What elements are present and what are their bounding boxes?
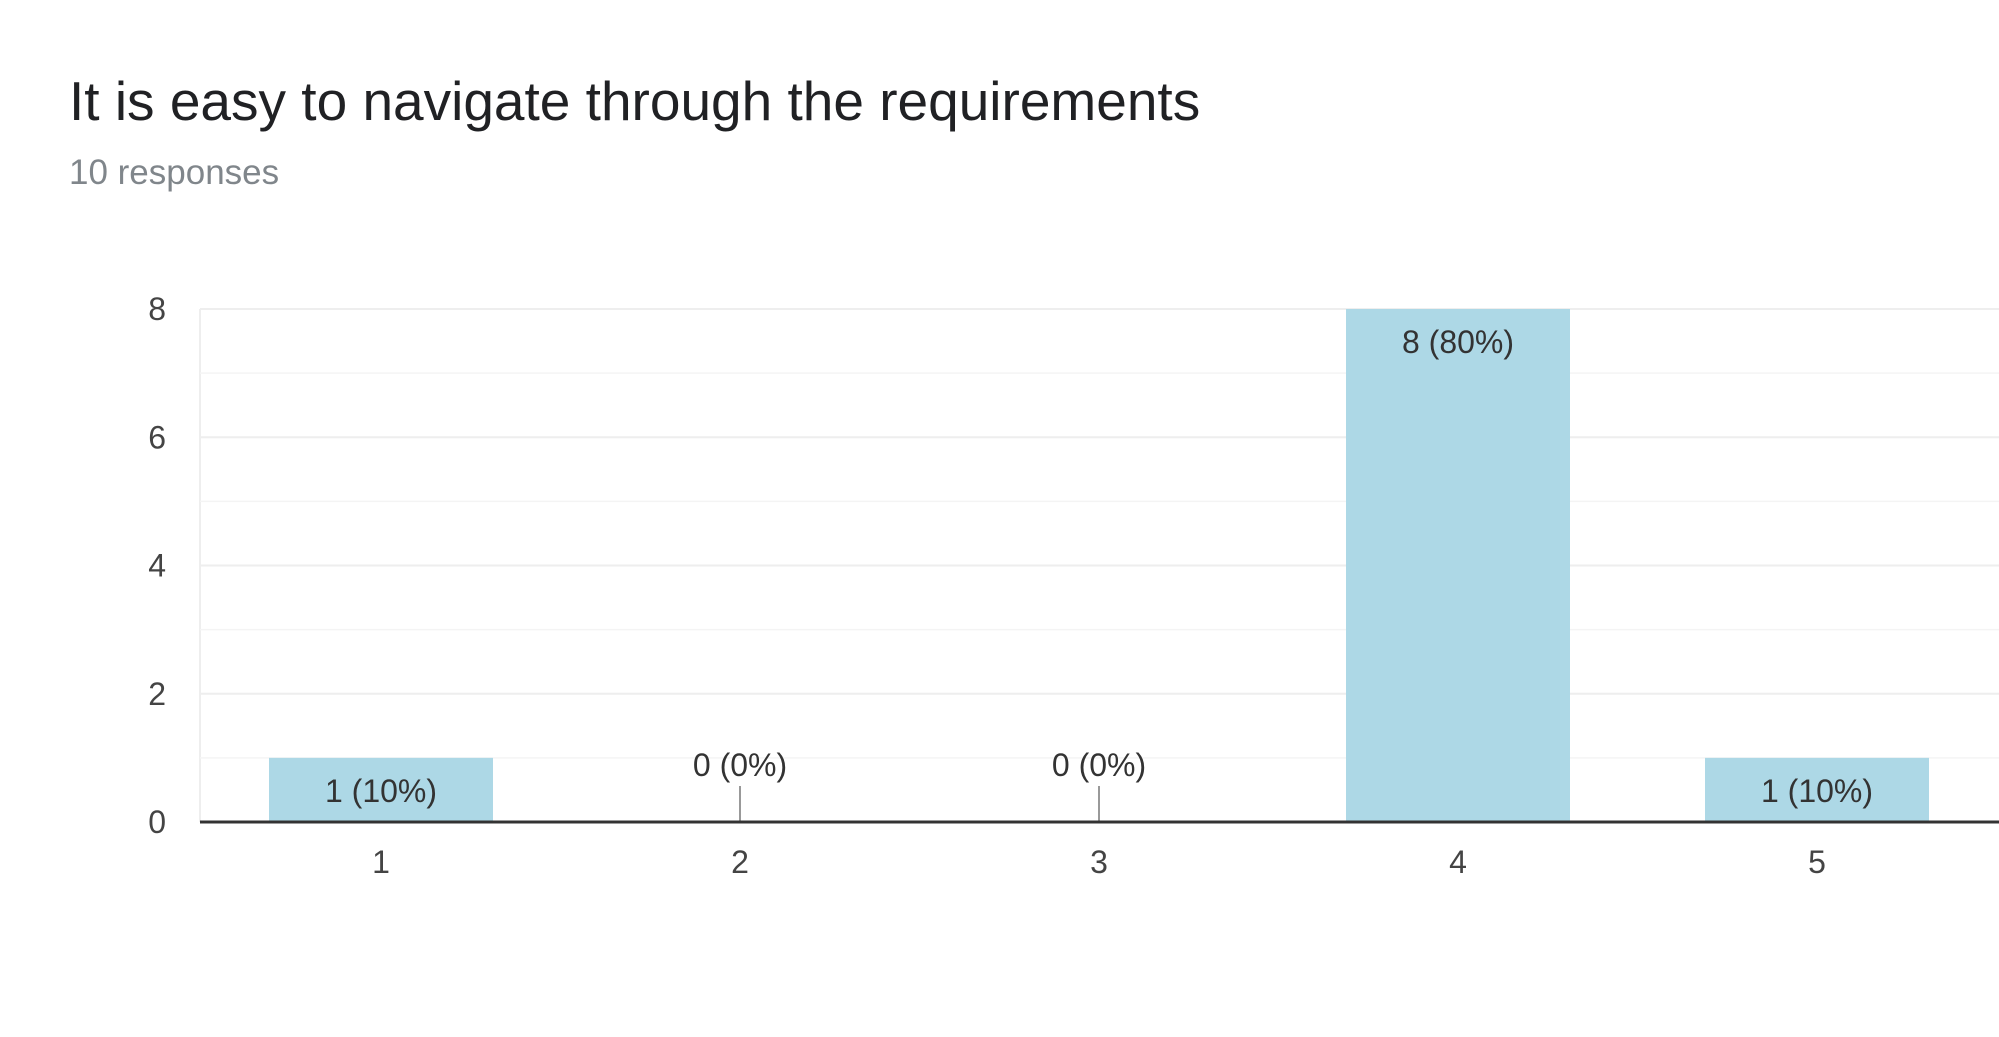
data-label-5: 1 (10%) <box>1761 773 1873 809</box>
bar-4 <box>1346 309 1570 822</box>
y-tick-label: 6 <box>148 419 166 455</box>
data-label-1: 1 (10%) <box>325 773 437 809</box>
data-label-2: 0 (0%) <box>693 747 787 783</box>
x-tick-label-5: 5 <box>1808 844 1826 880</box>
y-tick-label: 0 <box>148 804 166 840</box>
y-axis-tick-labels: 0 2 4 6 8 <box>148 291 166 840</box>
bars <box>269 309 1929 822</box>
y-tick-label: 2 <box>148 676 166 712</box>
bar-1 <box>269 757 493 822</box>
response-count: 10 responses <box>69 153 280 192</box>
x-tick-label-4: 4 <box>1449 844 1467 880</box>
data-label-3: 0 (0%) <box>1052 747 1146 783</box>
data-labels: 1 (10%) 0 (0%) 0 (0%) 8 (80%) 1 (10%) <box>325 324 1873 809</box>
bar-5 <box>1705 757 1929 822</box>
y-tick-label: 4 <box>148 548 166 584</box>
x-tick-label-2: 2 <box>731 844 749 880</box>
x-axis-tick-labels: 1 2 3 4 5 <box>372 844 1826 880</box>
x-tick-label-1: 1 <box>372 844 390 880</box>
data-label-4: 8 (80%) <box>1402 324 1514 360</box>
y-tick-label: 8 <box>148 291 166 327</box>
x-tick-label-3: 3 <box>1090 844 1108 880</box>
chart-title: It is easy to navigate through the requi… <box>69 70 1201 132</box>
grid-lines <box>199 308 1999 822</box>
